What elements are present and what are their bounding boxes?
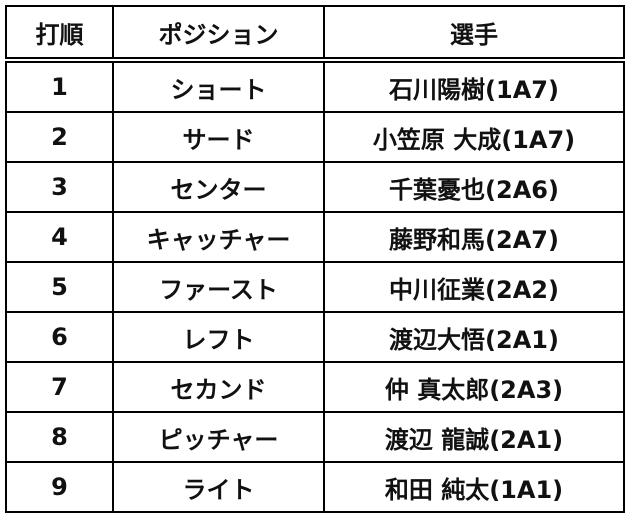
header-row: 打順 ポジション 選手 — [5, 5, 625, 63]
cell-order: 5 — [5, 261, 114, 313]
cell-order: 2 — [5, 111, 114, 163]
cell-order: 8 — [5, 411, 114, 463]
table-row: 1 ショート 石川陽樹(1A7) — [5, 59, 625, 113]
table-row: 4 キャッチャー 藤野和馬(2A7) — [5, 211, 625, 263]
table-row: 9 ライト 和田 純太(1A1) — [5, 461, 625, 513]
cell-player: 小笠原 大成(1A7) — [323, 111, 625, 163]
cell-player: 石川陽樹(1A7) — [323, 59, 625, 113]
cell-player: 仲 真太郎(2A3) — [323, 361, 625, 413]
table-row: 2 サード 小笠原 大成(1A7) — [5, 111, 625, 163]
table-row: 6 レフト 渡辺大悟(2A1) — [5, 311, 625, 363]
header-position: ポジション — [112, 5, 325, 63]
cell-player: 中川征業(2A2) — [323, 261, 625, 313]
cell-player: 渡辺大悟(2A1) — [323, 311, 625, 363]
cell-order: 1 — [5, 59, 114, 113]
cell-position: ピッチャー — [112, 411, 325, 463]
table-row: 3 センター 千葉憂也(2A6) — [5, 161, 625, 213]
cell-player: 藤野和馬(2A7) — [323, 211, 625, 263]
cell-position: キャッチャー — [112, 211, 325, 263]
table-row: 8 ピッチャー 渡辺 龍誠(2A1) — [5, 411, 625, 463]
cell-position: ライト — [112, 461, 325, 513]
cell-position: センター — [112, 161, 325, 213]
batting-order-table: 打順 ポジション 選手 1 ショート 石川陽樹(1A7) 2 サード 小笠原 大成(1A7… — [5, 5, 625, 513]
cell-position: サード — [112, 111, 325, 163]
header-player: 選手 — [323, 5, 625, 63]
header-order: 打順 — [5, 5, 114, 63]
cell-order: 7 — [5, 361, 114, 413]
cell-player: 千葉憂也(2A6) — [323, 161, 625, 213]
table-row: 7 セカンド仲 真太郎(2A3) — [5, 361, 625, 413]
cell-order: 9 — [5, 461, 114, 513]
cell-position: レフト — [112, 311, 325, 363]
cell-player: 渡辺 龍誠(2A1) — [323, 411, 625, 463]
cell-position: セカンド — [112, 361, 325, 413]
cell-player: 和田 純太(1A1) — [323, 461, 625, 513]
cell-order: 4 — [5, 211, 114, 263]
cell-position: ショート — [112, 59, 325, 113]
cell-order: 6 — [5, 311, 114, 363]
cell-position: ファースト — [112, 261, 325, 313]
table-row: 5 ファースト 中川征業(2A2) — [5, 261, 625, 313]
cell-order: 3 — [5, 161, 114, 213]
